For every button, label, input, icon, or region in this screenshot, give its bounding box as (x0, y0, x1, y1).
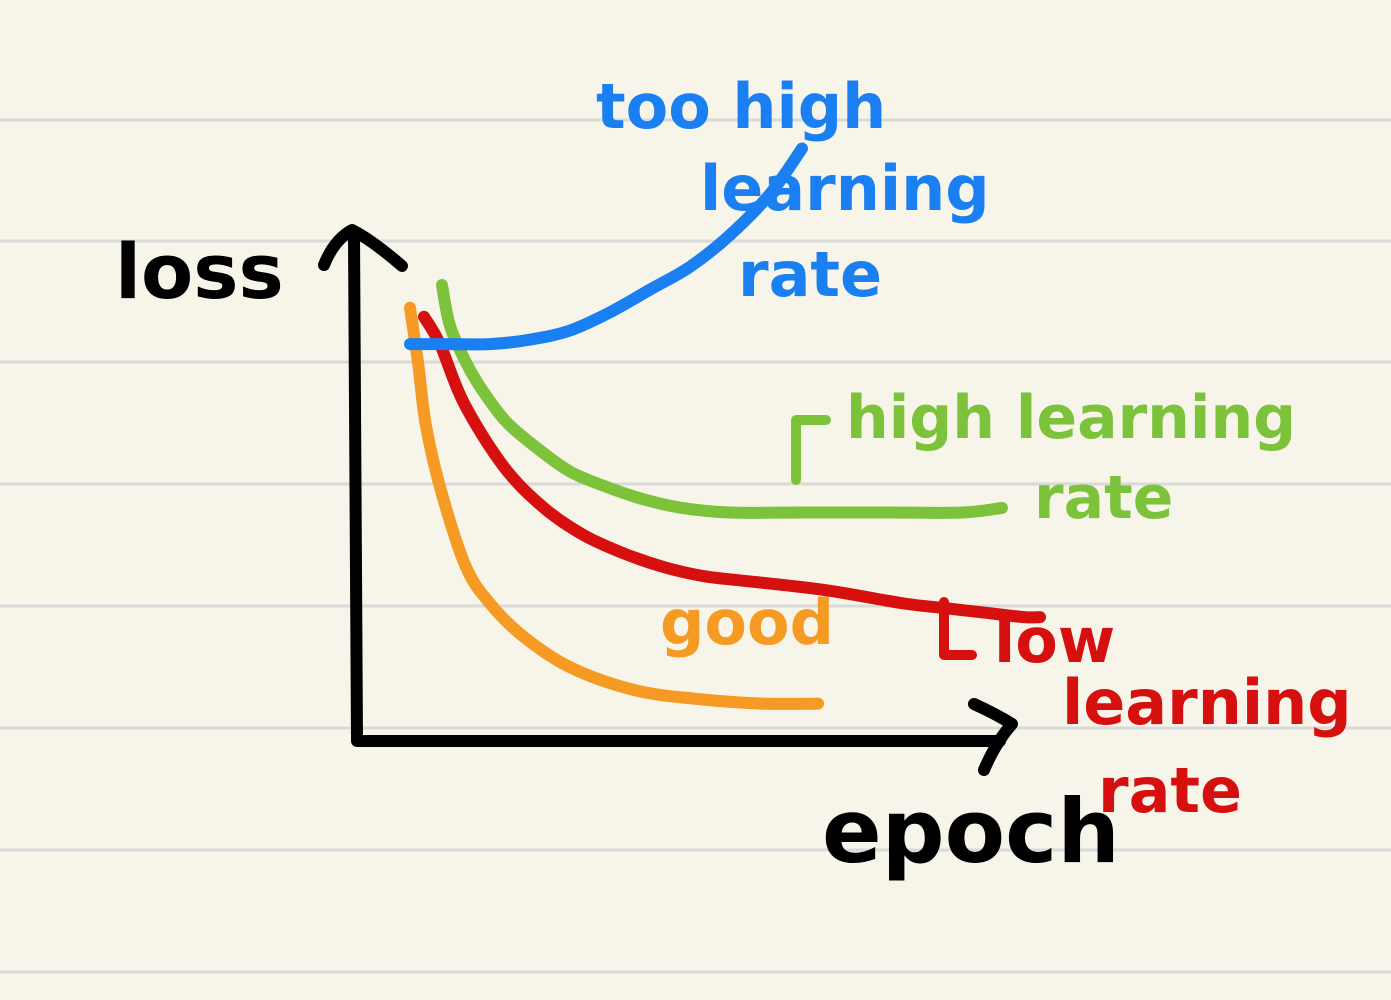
legend-too-high: too high learning rate (596, 70, 990, 311)
legend-high: high learning rate (791, 383, 1296, 533)
label-high-line1: high learning (846, 383, 1296, 453)
legend-good: good (660, 586, 834, 659)
label-too-high-line3: rate (738, 238, 882, 311)
label-low-line3: rate (1098, 754, 1242, 827)
label-too-high-line1: too high (596, 70, 886, 143)
y-axis (348, 230, 363, 746)
y-axis-arrowhead (318, 224, 408, 272)
series-line-too-high (404, 142, 808, 351)
label-low-line2: learning (1062, 666, 1352, 739)
series-line-low (418, 310, 1046, 624)
label-too-high-line2: learning (700, 152, 990, 225)
series-line-good (404, 301, 824, 710)
series-line-high (436, 279, 1008, 519)
legend-low: low learning rate (939, 597, 1352, 827)
low-callout-bracket (939, 597, 977, 660)
label-low-line1: low (994, 604, 1115, 677)
axes (318, 224, 1018, 776)
high-callout-bracket (791, 415, 831, 485)
notebook-ruled-lines (0, 118, 1391, 974)
label-good: good (660, 586, 834, 659)
y-axis-label: loss (115, 227, 284, 316)
x-axis-label: epoch (822, 780, 1120, 883)
loss-curves (404, 142, 1046, 710)
x-axis-arrowhead (968, 698, 1018, 776)
label-high-line2: rate (1034, 463, 1173, 533)
